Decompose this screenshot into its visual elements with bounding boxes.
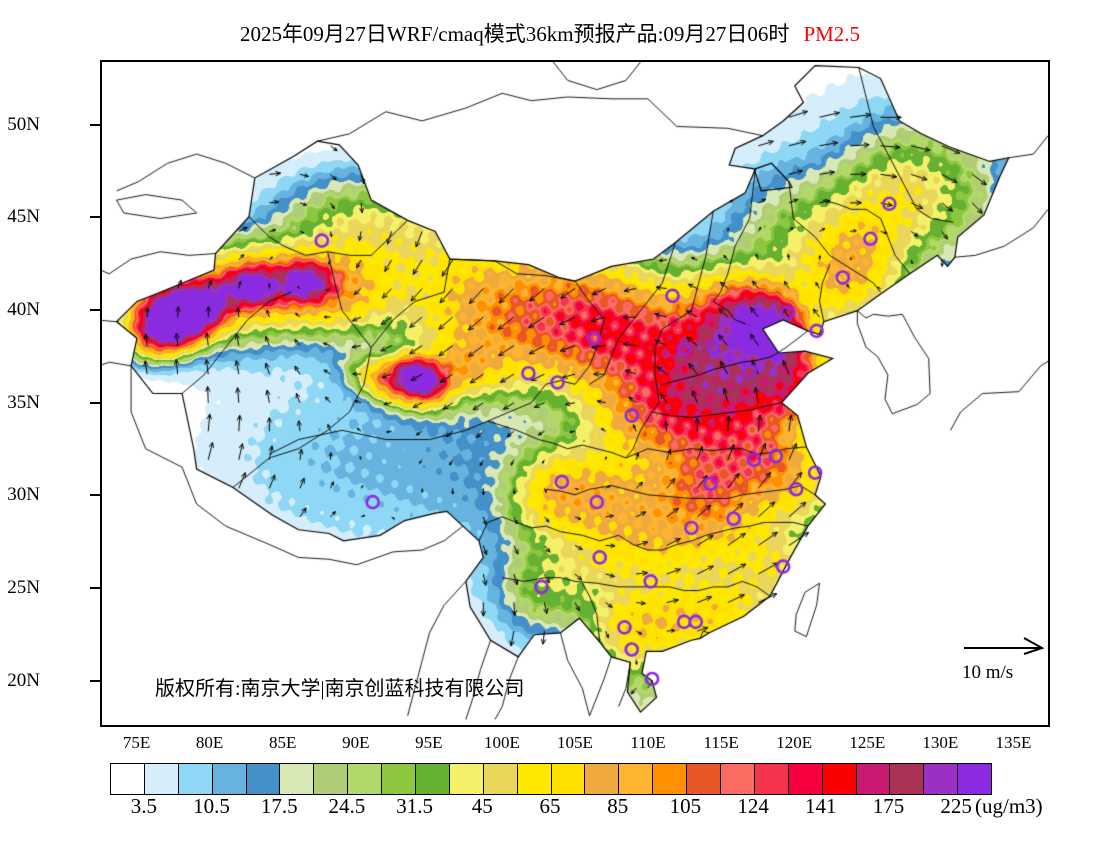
colorbar-tick-105: 105: [669, 794, 702, 818]
ytick-mark: [90, 587, 100, 590]
xtick-label-130e: 130E: [922, 733, 959, 752]
colorbar-tick-17-5: 17.5: [260, 794, 298, 818]
colorbar-segment: [483, 764, 518, 794]
colorbar-segment: [551, 764, 586, 794]
ytick-mark: [90, 401, 100, 404]
colorbar-segment: [212, 764, 247, 794]
colorbar-segment: [653, 764, 688, 794]
colorbar-segment: [585, 764, 620, 794]
wind-scale-label: 10 m/s: [962, 662, 1014, 683]
xtick-label-85e: 85E: [268, 733, 297, 752]
page-title: 2025年09月27日WRF/cmaq模式36km预报产品:09月27日06时 P…: [0, 18, 1100, 48]
colorbar-units-label: (ug/m3): [975, 794, 1043, 818]
xtick-label-105e: 105E: [557, 733, 593, 752]
colorbar-segment: [856, 764, 891, 794]
colorbar-tick-124: 124: [737, 794, 769, 818]
xtick-label-115e: 115E: [703, 733, 739, 752]
xtick-label-125e: 125E: [849, 733, 886, 752]
xtick-label-75e: 75E: [122, 733, 151, 752]
colorbar-tick-175: 175: [872, 794, 905, 818]
colorbar-segment: [890, 764, 925, 794]
copyright-notice: 版权所有:南京大学|南京创蓝科技有限公司: [155, 678, 525, 700]
colorbar: [110, 763, 992, 795]
colorbar-segment: [449, 764, 484, 794]
colorbar-segment: [382, 764, 417, 794]
colorbar-segment: [348, 764, 383, 794]
colorbar-segment: [111, 764, 145, 794]
ytick-label-35n: 35N: [7, 391, 40, 413]
colorbar-segment: [924, 764, 959, 794]
colorbar-tick-141: 141: [805, 794, 837, 818]
ytick-label-50n: 50N: [7, 113, 40, 135]
ytick-label-25n: 25N: [7, 577, 40, 599]
xtick-label-100e: 100E: [483, 733, 520, 752]
ytick-label-40n: 40N: [7, 299, 40, 321]
xtick-label-80e: 80E: [195, 733, 224, 752]
pm25-concentration-map: [102, 62, 1048, 725]
ytick-mark: [90, 309, 100, 312]
colorbar-segment: [619, 764, 654, 794]
colorbar-segment: [314, 764, 349, 794]
ytick-mark: [90, 679, 100, 682]
ytick-mark: [90, 494, 100, 497]
colorbar-segment: [178, 764, 213, 794]
ytick-label-20n: 20N: [7, 669, 40, 691]
xtick-label-120e: 120E: [776, 733, 813, 752]
colorbar-segment: [721, 764, 755, 794]
colorbar-tick-85: 85: [607, 794, 629, 818]
colorbar-tick-10-5: 10.5: [193, 794, 230, 818]
colorbar-segment: [687, 764, 722, 794]
ytick-mark: [90, 216, 100, 219]
colorbar-tick-24-5: 24.5: [328, 794, 366, 818]
colorbar-segment: [416, 764, 450, 794]
colorbar-tick-45: 45: [471, 794, 493, 818]
colorbar-segment: [958, 764, 992, 794]
ytick-label-45n: 45N: [7, 206, 40, 228]
wind-scale-arrow-icon: [964, 637, 1045, 655]
map-plot-frame: [100, 60, 1050, 727]
colorbar-segment: [754, 764, 789, 794]
colorbar-segment: [144, 764, 179, 794]
xtick-label-135e: 135E: [995, 733, 1032, 752]
xtick-label-110e: 110E: [630, 733, 666, 752]
colorbar-tick-225: 225: [940, 794, 972, 818]
colorbar-tick-65: 65: [539, 794, 561, 818]
colorbar-tick-3-5: 3.5: [130, 794, 157, 818]
colorbar-segment: [517, 764, 552, 794]
xtick-label-95e: 95E: [415, 733, 443, 752]
colorbar-segment: [280, 764, 315, 794]
xtick-label-90e: 90E: [342, 733, 370, 752]
colorbar-segment: [822, 764, 857, 794]
title-species-text: PM2.5: [803, 22, 861, 46]
ytick-label-30n: 30N: [7, 484, 40, 506]
ytick-mark: [90, 123, 100, 126]
colorbar-segment: [788, 764, 823, 794]
colorbar-tick-31-5: 31.5: [396, 794, 433, 818]
title-main-text: 2025年09月27日WRF/cmaq模式36km预报产品:09月27日06时: [239, 22, 790, 46]
colorbar-segment: [246, 764, 281, 794]
